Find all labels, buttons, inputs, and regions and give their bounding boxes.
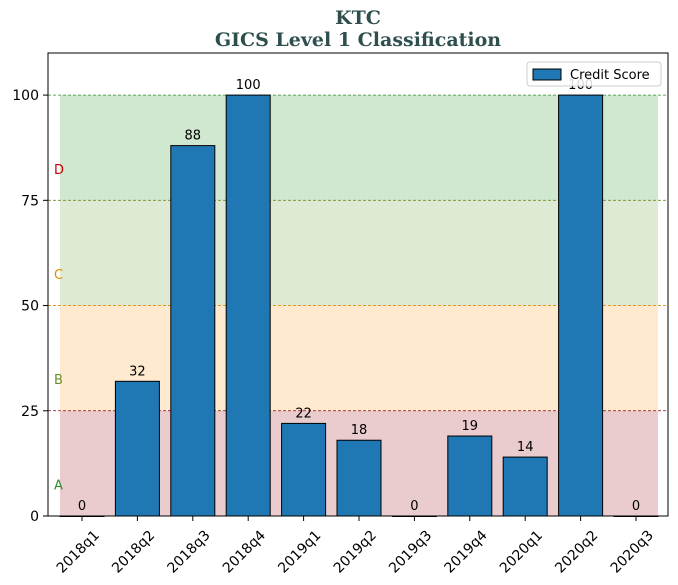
band-label-d: D — [54, 163, 64, 178]
band-label-a: A — [54, 478, 63, 493]
x-tick-label-2019q3: 2019q3 — [386, 528, 435, 577]
bar-2020q1 — [502, 456, 548, 517]
x-tick-label-2019q4: 2019q4 — [442, 527, 491, 576]
value-label-2018q2: 32 — [129, 364, 146, 379]
value-label-2018q1: 0 — [78, 499, 86, 514]
bar-2018q3 — [170, 145, 216, 517]
x-tick-label-2018q4: 2018q4 — [220, 527, 269, 576]
plot-frame — [47, 52, 669, 517]
x-tick-label-2019q1: 2019q1 — [275, 528, 324, 577]
value-label-2018q4: 100 — [236, 78, 261, 93]
bar-2019q4 — [447, 435, 493, 517]
y-tick-label-25: 25 — [21, 404, 39, 420]
value-label-2020q3: 0 — [632, 499, 640, 514]
x-tick-label-2018q3: 2018q3 — [165, 528, 214, 577]
x-tick-label-2020q1: 2020q1 — [497, 528, 546, 577]
value-label-2019q4: 19 — [462, 419, 479, 434]
legend-label: Credit Score — [570, 68, 650, 83]
chart-title: KTC — [335, 7, 381, 29]
legend-swatch — [532, 68, 562, 81]
value-label-2018q3: 88 — [185, 129, 202, 144]
x-tick-label-2018q1: 2018q1 — [54, 528, 103, 577]
y-tick-label-50: 50 — [21, 299, 39, 315]
y-tick-label-0: 0 — [30, 509, 39, 525]
chart-subtitle: GICS Level 1 Classification — [215, 29, 501, 51]
band-label-b: B — [54, 373, 63, 388]
bar-2019q2 — [336, 439, 382, 517]
bar-layer: 032881002218019141000 — [59, 78, 659, 517]
y-tick-label-75: 75 — [21, 193, 39, 209]
x-tick-label-2020q3: 2020q3 — [608, 528, 657, 577]
value-label-2019q1: 22 — [295, 406, 312, 421]
bar-2018q4 — [225, 94, 271, 517]
legend: Credit Score — [526, 61, 662, 87]
x-tick-label-2020q2: 2020q2 — [552, 528, 601, 577]
value-label-2019q2: 18 — [351, 423, 368, 438]
x-tick-label-2018q2: 2018q2 — [109, 528, 158, 577]
value-label-2019q3: 0 — [410, 499, 418, 514]
y-tick-label-100: 100 — [12, 88, 39, 104]
x-tick-label-2019q2: 2019q2 — [331, 528, 380, 577]
band-label-c: C — [54, 268, 63, 283]
bar-2019q1 — [281, 422, 327, 517]
bar-2018q2 — [114, 380, 160, 517]
bar-2020q2 — [558, 94, 604, 517]
value-label-2020q1: 14 — [517, 440, 534, 455]
